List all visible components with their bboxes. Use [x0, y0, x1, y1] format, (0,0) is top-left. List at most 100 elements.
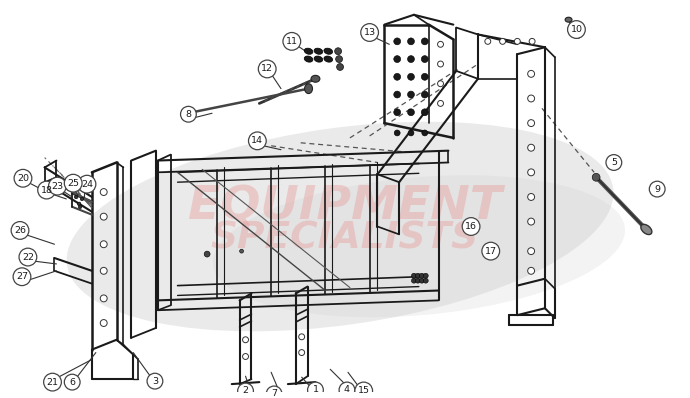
Circle shape: [422, 91, 428, 98]
Circle shape: [11, 222, 29, 239]
Circle shape: [100, 241, 107, 248]
Circle shape: [649, 181, 665, 197]
Circle shape: [408, 109, 415, 116]
Ellipse shape: [304, 48, 313, 54]
Circle shape: [394, 56, 401, 62]
Text: 26: 26: [14, 226, 26, 235]
Ellipse shape: [67, 122, 613, 331]
Circle shape: [408, 130, 414, 136]
Text: 11: 11: [286, 37, 298, 46]
Text: 6: 6: [69, 378, 75, 386]
Circle shape: [528, 70, 535, 77]
Text: 21: 21: [46, 378, 59, 386]
Circle shape: [529, 39, 535, 44]
Circle shape: [394, 130, 400, 136]
Ellipse shape: [304, 56, 313, 62]
Circle shape: [78, 175, 96, 193]
Circle shape: [181, 106, 196, 122]
Text: 14: 14: [251, 137, 264, 145]
Circle shape: [437, 100, 444, 106]
Circle shape: [482, 242, 500, 260]
Circle shape: [408, 56, 415, 62]
Text: 22: 22: [22, 253, 34, 261]
Text: 3: 3: [152, 377, 158, 386]
Ellipse shape: [324, 48, 333, 54]
Circle shape: [528, 267, 535, 274]
Ellipse shape: [213, 175, 625, 317]
Text: 10: 10: [571, 25, 582, 34]
Ellipse shape: [314, 56, 323, 62]
Text: 15: 15: [357, 386, 370, 396]
Ellipse shape: [314, 48, 323, 54]
Circle shape: [394, 73, 401, 80]
Text: 18: 18: [41, 185, 52, 195]
Circle shape: [13, 268, 31, 286]
Circle shape: [237, 383, 253, 398]
Circle shape: [100, 295, 107, 302]
Circle shape: [64, 374, 80, 390]
Circle shape: [437, 81, 444, 87]
Circle shape: [528, 144, 535, 151]
Circle shape: [568, 21, 585, 39]
Circle shape: [423, 278, 428, 283]
Circle shape: [422, 38, 428, 45]
Circle shape: [422, 73, 428, 80]
Circle shape: [415, 273, 420, 278]
Circle shape: [394, 38, 401, 45]
Ellipse shape: [335, 48, 342, 55]
Circle shape: [422, 130, 428, 136]
Text: SPECIALISTS: SPECIALISTS: [211, 220, 479, 256]
Text: 24: 24: [81, 179, 93, 189]
Circle shape: [422, 56, 428, 62]
Circle shape: [299, 334, 304, 340]
Ellipse shape: [565, 17, 572, 22]
Circle shape: [437, 41, 444, 47]
Circle shape: [420, 278, 424, 283]
Text: 1: 1: [313, 386, 319, 394]
Text: EQUIPMENT: EQUIPMENT: [188, 184, 502, 229]
Circle shape: [355, 382, 373, 398]
Circle shape: [408, 73, 415, 80]
Ellipse shape: [335, 56, 342, 62]
Circle shape: [408, 38, 415, 45]
Ellipse shape: [337, 64, 344, 70]
Text: 2: 2: [242, 386, 248, 396]
Text: 17: 17: [485, 247, 497, 256]
Circle shape: [408, 91, 415, 98]
Ellipse shape: [324, 56, 333, 62]
Circle shape: [78, 205, 82, 209]
Circle shape: [266, 386, 282, 398]
Circle shape: [43, 373, 61, 391]
Circle shape: [411, 273, 416, 278]
Circle shape: [147, 373, 163, 389]
Text: 25: 25: [67, 179, 79, 188]
Circle shape: [420, 273, 424, 278]
Circle shape: [528, 218, 535, 225]
Text: 8: 8: [186, 110, 191, 119]
Text: 9: 9: [654, 185, 660, 193]
Ellipse shape: [311, 75, 320, 82]
Text: 12: 12: [262, 64, 273, 74]
Circle shape: [422, 109, 428, 116]
Circle shape: [500, 39, 506, 44]
Circle shape: [75, 195, 78, 199]
Circle shape: [514, 39, 520, 44]
Circle shape: [411, 278, 416, 283]
Circle shape: [528, 120, 535, 127]
Text: 16: 16: [465, 222, 477, 231]
Text: 27: 27: [16, 272, 28, 281]
Text: 4: 4: [344, 386, 350, 394]
Circle shape: [14, 170, 32, 187]
Circle shape: [528, 95, 535, 102]
Circle shape: [283, 33, 301, 50]
Text: 20: 20: [17, 174, 29, 183]
Circle shape: [243, 337, 248, 343]
Circle shape: [248, 132, 266, 150]
Circle shape: [243, 353, 248, 359]
Circle shape: [606, 154, 622, 170]
Circle shape: [77, 202, 81, 206]
Ellipse shape: [641, 224, 652, 234]
Text: 13: 13: [364, 28, 375, 37]
Circle shape: [100, 213, 107, 220]
Text: 5: 5: [611, 158, 617, 167]
